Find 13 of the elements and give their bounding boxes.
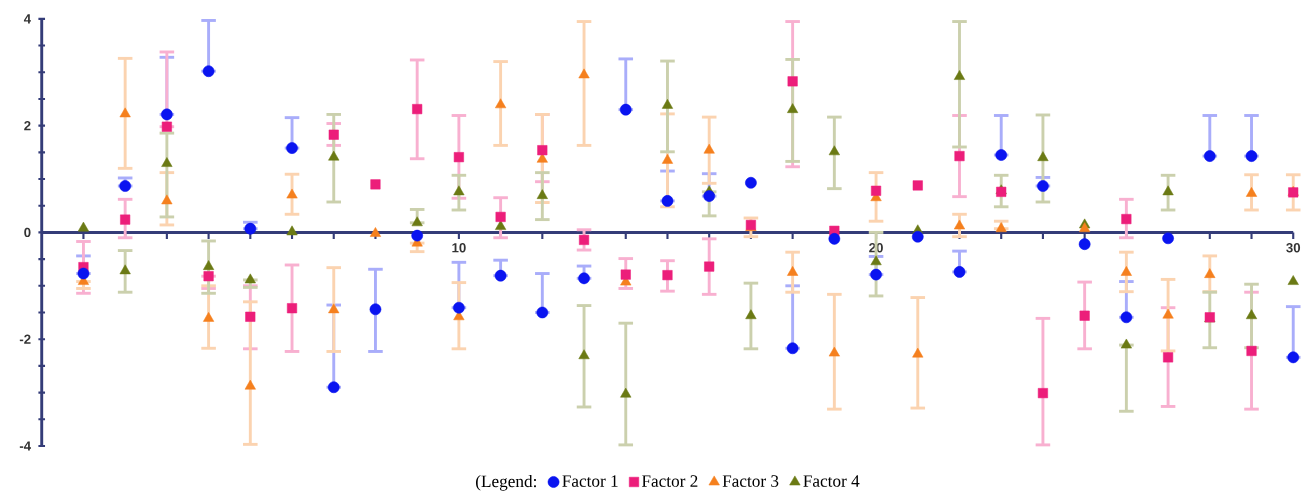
x-tick-label: 30 [1286, 243, 1301, 253]
legend-title: (Legend: [476, 475, 536, 491]
x-tick-label: 20 [869, 243, 883, 253]
legend-label: Factor 4 [803, 475, 860, 488]
legend-label: Factor 3 [722, 475, 779, 488]
legend-label: Factor 2 [641, 475, 698, 488]
y-tick-label: 0 [24, 227, 31, 238]
y-tick-label: 4 [23, 14, 32, 24]
y-tick-label: -4 [19, 441, 32, 451]
legend-label: Factor 1 [562, 475, 618, 488]
x-tick-label: 10 [452, 243, 466, 253]
y-tick-label: 2 [24, 121, 31, 131]
y-tick-label: -2 [19, 334, 31, 345]
